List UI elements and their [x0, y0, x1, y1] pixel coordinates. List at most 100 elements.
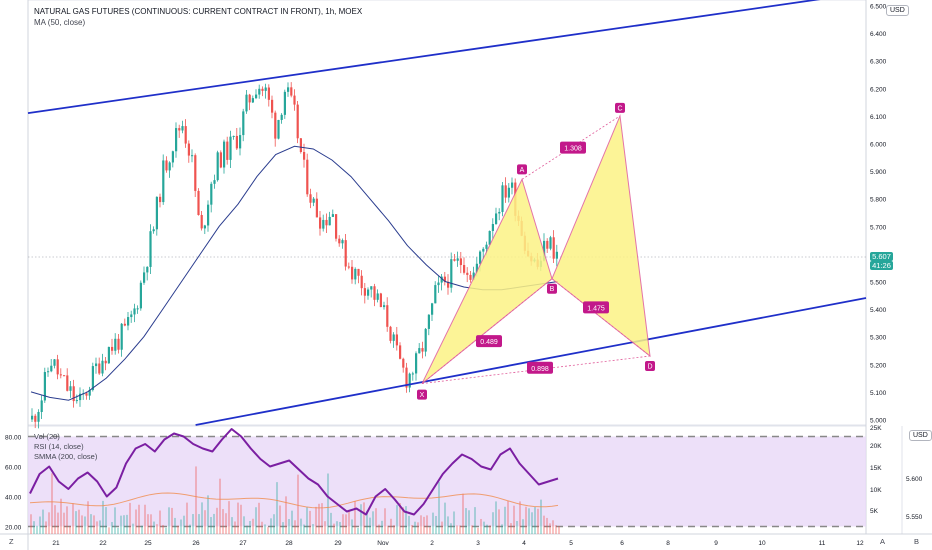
- candle-body: [549, 237, 552, 249]
- candle-body: [152, 229, 155, 232]
- volume-bar: [297, 474, 299, 534]
- volume-bar: [363, 502, 365, 534]
- price-tick-label: 5.200: [870, 362, 887, 369]
- volume-bar: [411, 525, 413, 534]
- candle-body: [213, 180, 216, 184]
- candle-body: [187, 143, 190, 156]
- volume-bar: [474, 507, 476, 534]
- auto-scale-button[interactable]: A: [880, 537, 886, 546]
- volume-bar: [519, 501, 521, 534]
- volume-bar: [246, 525, 248, 534]
- candle-body: [466, 272, 469, 275]
- candle-body: [203, 225, 206, 229]
- pattern-ratio-badge: [583, 301, 609, 314]
- candle-body: [367, 289, 370, 296]
- volume-bar: [114, 507, 116, 534]
- volume-bar: [390, 518, 392, 534]
- volume-bar: [216, 507, 218, 534]
- candle-body: [277, 119, 280, 139]
- candle-body: [197, 190, 200, 215]
- currency-badge[interactable]: USD: [886, 5, 909, 16]
- price-tick-label: 5.800: [870, 197, 887, 204]
- volume-bar: [480, 518, 482, 534]
- candle-body: [363, 288, 366, 296]
- volume-bar: [420, 515, 422, 534]
- candle-body: [69, 386, 72, 391]
- volume-bar: [312, 524, 314, 534]
- ma-legend[interactable]: MA (50, close): [34, 18, 86, 27]
- candle-body: [178, 128, 181, 131]
- settings-button[interactable]: B: [914, 537, 920, 546]
- volume-tick-label: 5K: [870, 508, 879, 515]
- candle-body: [210, 183, 213, 205]
- volume-bar: [108, 527, 110, 534]
- volume-bar: [129, 502, 131, 534]
- channel-lower-line: [195, 297, 867, 426]
- time-tick-label: 11: [819, 540, 826, 547]
- candle-body: [88, 390, 91, 396]
- volume-bar: [279, 505, 281, 534]
- volume-bar: [507, 500, 509, 534]
- candle-body: [360, 275, 363, 289]
- volume-bar: [336, 521, 338, 534]
- candle-body: [239, 135, 242, 149]
- volume-bar: [405, 506, 407, 534]
- volume-bar: [198, 514, 200, 534]
- volume-bar: [339, 521, 341, 534]
- volume-bar: [210, 517, 212, 534]
- chart-title: NATURAL GAS FUTURES (CONTINUOUS: CURRENT…: [34, 7, 363, 16]
- timezone-button[interactable]: Z: [9, 537, 14, 546]
- candle-body: [450, 259, 453, 288]
- rsi-legend[interactable]: RSI (14, close): [34, 442, 84, 451]
- volume-bar: [105, 507, 107, 534]
- candle-body: [383, 305, 386, 308]
- candle-body: [463, 265, 466, 273]
- candle-body: [392, 334, 395, 341]
- pattern-point-badge: [517, 164, 527, 175]
- candle-body: [85, 393, 88, 396]
- candle-body: [194, 155, 197, 191]
- volume-bar: [309, 510, 311, 534]
- candle-body: [123, 323, 126, 326]
- volume-bar: [96, 521, 98, 534]
- rsi-tick-label: 80.00: [5, 435, 22, 442]
- pattern-ratio-label: 0.489: [480, 339, 498, 346]
- pattern-point-badge: [645, 361, 655, 372]
- time-tick-label: 29: [334, 540, 342, 547]
- volume-bar: [156, 524, 158, 534]
- candle-body: [79, 393, 82, 401]
- candle-body: [34, 415, 37, 422]
- volume-bar: [549, 523, 551, 534]
- candle-body: [370, 286, 373, 290]
- lower-currency-badge[interactable]: USD: [909, 430, 932, 441]
- volume-bar: [267, 527, 269, 534]
- candle-body: [424, 328, 427, 352]
- pattern-point-badge: [615, 102, 625, 113]
- candle-body: [155, 196, 158, 230]
- candle-body: [354, 268, 357, 280]
- candle-body: [293, 95, 296, 105]
- volume-bar: [123, 515, 125, 534]
- volume-legend[interactable]: Vol (20): [34, 432, 60, 441]
- candle-body: [443, 276, 446, 282]
- volume-bar: [375, 508, 377, 534]
- candle-body: [341, 240, 344, 244]
- pattern-ratio-label: 1.308: [564, 146, 582, 153]
- volume-bar: [66, 506, 68, 534]
- volume-bar: [42, 509, 44, 534]
- candle-body: [379, 293, 382, 308]
- volume-bar: [516, 521, 518, 534]
- volume-bar: [513, 505, 515, 534]
- candle-body: [418, 348, 421, 354]
- volume-bar: [33, 521, 35, 534]
- candle-body: [114, 338, 117, 351]
- candle-body: [290, 87, 293, 96]
- smma-legend[interactable]: SMMA (200, close): [34, 452, 98, 461]
- time-tick-label: 28: [285, 540, 293, 547]
- volume-bar: [228, 501, 230, 534]
- volume-bar: [498, 509, 500, 534]
- volume-bar: [321, 503, 323, 534]
- price-tick-label: 5.000: [870, 417, 887, 424]
- candle-body: [159, 196, 162, 203]
- price-tick-label: 6.500: [870, 4, 887, 11]
